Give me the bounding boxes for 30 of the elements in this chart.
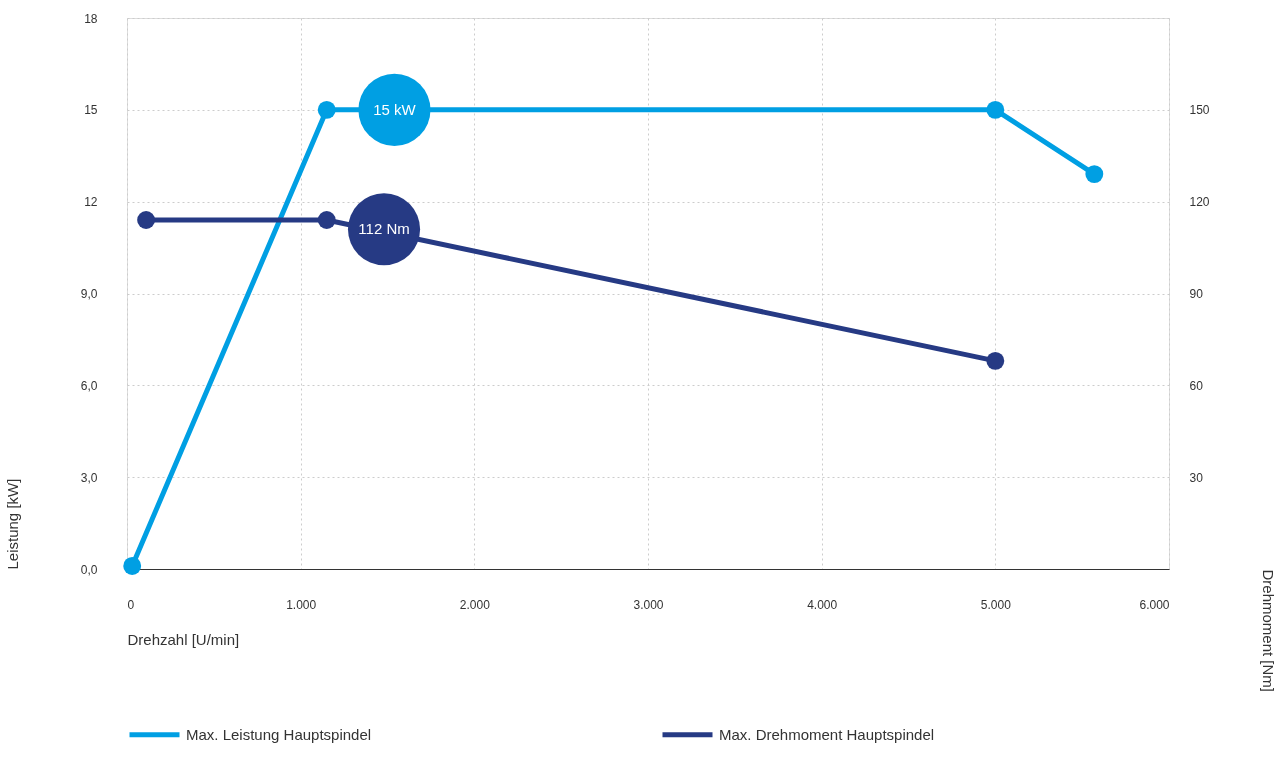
x-tick-label: 3.000 [633,597,664,612]
point [1085,165,1104,184]
y2-axis-title: Drehmoment [Nm] [1259,569,1277,693]
y-tick-label: 15 [84,103,98,118]
y2-tick-label: 30 [1189,470,1204,485]
point [123,557,142,575]
annotation: 15 kW [373,100,417,118]
x-tick-label: 2.000 [459,597,491,612]
y-tick-label: 0,0 [80,562,98,577]
y2-tick-label: 60 [1189,378,1204,393]
x-tick-label: 5.000 [980,597,1012,612]
y2-tick-label: 120 [1189,195,1210,210]
x-axis-title: Drehzahl [U/min] [127,630,240,648]
x-tick-label: 0 [127,597,135,612]
legend-label: Max. Drehmoment Hauptspindel [719,725,935,743]
y-tick-label: 3,0 [80,470,98,485]
y-tick-label: 12 [84,195,98,210]
y-axis-title: Leistung [kW] [3,478,21,570]
y-tick-label: 18 [84,11,98,26]
x-tick-label: 1.000 [286,597,317,612]
point [317,100,336,119]
annotation: 112 Nm [358,220,410,238]
y2-tick-label: 90 [1189,287,1204,301]
legend-label: Max. Leistung Hauptspindel [186,725,372,743]
point [986,100,1005,119]
y-tick-label: 6,0 [80,378,98,393]
x-tick-label: 4.000 [807,597,838,612]
x-tick-label: 6.000 [1139,597,1170,612]
y-tick-label: 9,0 [80,287,98,301]
y2-tick-label: 150 [1189,103,1210,118]
